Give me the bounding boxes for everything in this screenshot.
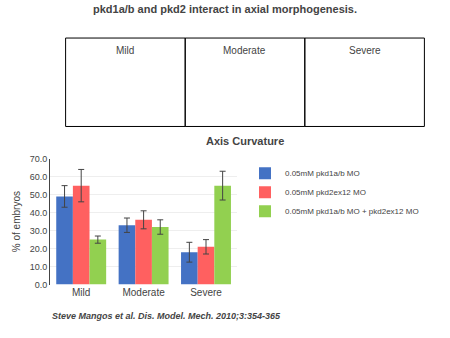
- svg-text:Moderate: Moderate: [223, 45, 266, 56]
- svg-text:0.05mM pkd1a/b MO + pkd2ex12 M: 0.05mM pkd1a/b MO + pkd2ex12 MO: [285, 207, 419, 216]
- svg-text:50.0: 50.0: [30, 190, 48, 200]
- svg-text:% of embryos: % of embryos: [11, 191, 22, 252]
- svg-text:Axis Curvature: Axis Curvature: [206, 135, 284, 147]
- svg-text:Mild: Mild: [72, 287, 90, 298]
- svg-text:20.0: 20.0: [30, 244, 48, 254]
- svg-text:pkd1a/b and pkd2 interact in a: pkd1a/b and pkd2 interact in axial morph…: [93, 3, 357, 15]
- svg-text:10.0: 10.0: [30, 262, 48, 272]
- svg-text:Steve Mangos et al. Dis. Model: Steve Mangos et al. Dis. Model. Mech. 20…: [52, 311, 281, 321]
- svg-text:Severe: Severe: [349, 45, 381, 56]
- svg-text:0.05mM pkd2ex12 MO: 0.05mM pkd2ex12 MO: [285, 188, 366, 197]
- svg-text:40.0: 40.0: [30, 208, 48, 218]
- svg-text:70.0: 70.0: [30, 154, 48, 164]
- svg-text:0.05mM pkd1a/b MO: 0.05mM pkd1a/b MO: [285, 169, 360, 178]
- svg-text:Severe: Severe: [190, 287, 222, 298]
- svg-text:0.0: 0.0: [35, 280, 48, 290]
- svg-text:30.0: 30.0: [30, 226, 48, 236]
- svg-text:Moderate: Moderate: [122, 287, 165, 298]
- svg-text:Mild: Mild: [116, 45, 134, 56]
- svg-text:60.0: 60.0: [30, 172, 48, 182]
